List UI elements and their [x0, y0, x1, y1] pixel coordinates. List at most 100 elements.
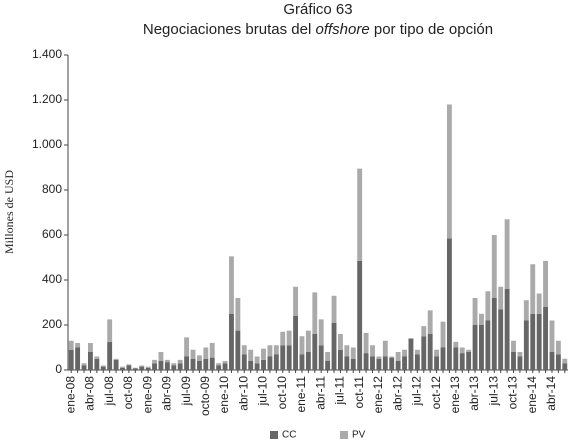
x-tick-label: ene-10 [217, 376, 231, 414]
chart-title: Gráfico 63 [283, 1, 352, 18]
x-tick-label: abr-09 [160, 376, 174, 411]
bar-segment [286, 345, 292, 370]
bar-segment [357, 168, 363, 261]
bar-segment [376, 358, 382, 370]
chart-subtitle: Negociaciones brutas del offshore por ti… [143, 21, 493, 38]
x-tick-label: jul-08 [102, 376, 116, 407]
bar-segment [229, 313, 234, 370]
bar-segment [184, 356, 190, 370]
bar-segment [286, 330, 292, 346]
legend-label: CC [282, 430, 296, 441]
bar-segment [363, 332, 369, 354]
bar-segment [171, 365, 177, 370]
bar-segment [132, 368, 138, 370]
bar-segment [164, 362, 170, 370]
x-tick-label: abr-11 [313, 376, 327, 410]
bar-segment [318, 345, 324, 370]
bar-segment [248, 361, 254, 370]
bar-segment [370, 345, 375, 357]
bar-segment [88, 343, 93, 352]
bar-segment [305, 352, 311, 370]
bar-segment [203, 358, 209, 370]
bar-segment [402, 356, 407, 370]
bar-segment [209, 357, 215, 370]
bar-segment [261, 348, 266, 360]
bar-segment [459, 347, 465, 354]
bar-segment [414, 354, 420, 370]
subtitle-part: por tipo de opción [370, 21, 493, 38]
bar-segment [408, 338, 414, 370]
subtitle-part: Negociaciones brutas del [143, 21, 316, 38]
bar-segment [389, 357, 395, 370]
bar-segment [414, 349, 420, 355]
bar-segment [158, 352, 164, 361]
bar-segment [299, 336, 305, 355]
bar-segment [273, 354, 279, 370]
bar-segment [68, 340, 74, 350]
bar-segment [139, 366, 145, 370]
bar-segment [491, 298, 497, 370]
bar-segment [331, 295, 337, 323]
x-tick-label: jul-11 [333, 376, 347, 406]
bar-segment [81, 365, 87, 370]
bar-segment [530, 313, 536, 370]
subtitle-part: offshore [315, 21, 369, 38]
bar-segment [466, 352, 472, 370]
bar-segment [139, 365, 145, 367]
bar-segment [222, 363, 228, 370]
bar-segment [511, 352, 516, 370]
bar-segment [293, 286, 298, 316]
x-tick-label: ene-13 [448, 376, 462, 414]
bar-segment [402, 349, 407, 357]
x-tick-label: oct-12 [429, 376, 443, 410]
bar-segment [190, 349, 196, 359]
bar-segment [81, 363, 87, 366]
bar-segment [562, 363, 568, 370]
bar-segment [421, 336, 427, 370]
bar-segment [325, 352, 331, 361]
bar-segment [280, 331, 286, 346]
x-tick-label: oct-08 [121, 376, 135, 410]
x-tick-label: octo-09 [198, 376, 212, 416]
bar-segment [100, 366, 106, 370]
bar-segment [511, 340, 516, 352]
y-tick-label: 1.000 [32, 137, 62, 151]
x-tick-label: abr-14 [544, 376, 558, 411]
bar-segment [152, 359, 157, 364]
bar-segment [479, 325, 484, 370]
bar-segment [126, 365, 132, 370]
bar-segment [498, 309, 504, 370]
bar-segment [395, 361, 401, 370]
y-tick-label: 1.400 [32, 47, 62, 61]
bar-segment [126, 364, 132, 366]
bar-segment [273, 345, 279, 355]
bar-segment [543, 307, 548, 370]
bar-segment [472, 325, 478, 370]
bar-segment [344, 356, 350, 370]
legend-swatch [340, 431, 348, 439]
bar-segment [338, 334, 343, 350]
x-tick-label: abr-10 [236, 376, 250, 411]
x-tick-label: oct-11 [352, 376, 366, 409]
y-tick-label: 800 [42, 182, 62, 196]
bar-segment [107, 319, 113, 342]
x-tick-label: ene-12 [371, 376, 385, 414]
bar-segment [184, 337, 190, 357]
x-tick-label: abr-13 [467, 376, 481, 411]
bar-segment [485, 291, 491, 321]
bar-segment [466, 349, 472, 352]
bar-segment [363, 353, 369, 370]
bar-segment [113, 358, 119, 360]
bar-segment [491, 235, 497, 298]
bar-segment [152, 363, 157, 370]
bar-segment [68, 349, 74, 370]
bar-segment [440, 321, 446, 348]
bar-segment [331, 322, 337, 370]
bar-segment [113, 359, 119, 370]
bar-segment [107, 341, 113, 370]
x-tick-label: oct-10 [275, 376, 289, 410]
bar-segment [357, 260, 363, 370]
bar-segment [504, 219, 510, 289]
x-tick-label: ene-14 [525, 376, 539, 414]
bar-segment [94, 358, 100, 370]
